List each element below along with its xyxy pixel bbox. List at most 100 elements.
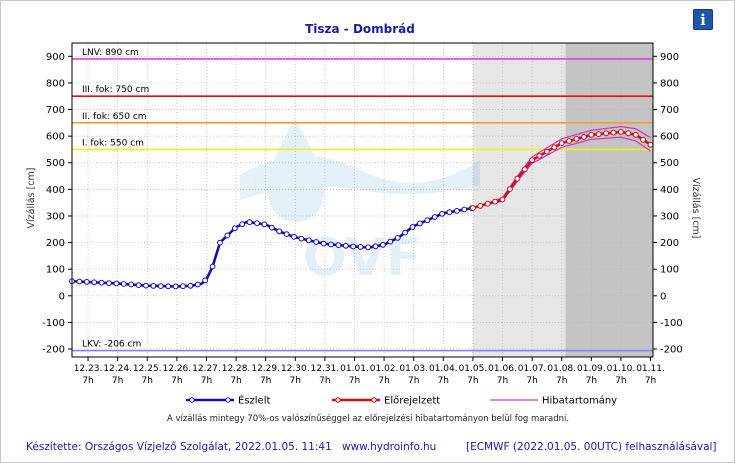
x-tick-label-time: 7h	[142, 376, 153, 386]
forecast-marker	[492, 198, 499, 205]
observed-marker	[165, 283, 172, 290]
legend-marker	[189, 397, 195, 403]
x-tick-label-time: 7h	[497, 376, 508, 386]
observed-marker	[320, 240, 327, 247]
x-tick-label-time: 7h	[319, 376, 330, 386]
observed-marker	[291, 233, 297, 240]
watermark-text: OVF	[303, 228, 422, 288]
observed-marker	[113, 280, 120, 287]
y-tick-label-right: 200	[660, 238, 679, 249]
x-tick-label-date: 01.07.	[518, 364, 547, 374]
forecast-marker	[588, 131, 595, 138]
x-tick-label-date: 01.04.	[429, 364, 458, 374]
forecast-marker	[595, 131, 602, 138]
info-button[interactable]: i	[693, 9, 713, 30]
observed-marker	[217, 239, 223, 246]
forecast-marker	[477, 203, 484, 209]
x-tick-label-date: 01.09.	[577, 364, 606, 374]
y-tick-label-left: 200	[46, 238, 65, 249]
observed-marker	[357, 244, 364, 250]
observed-marker	[298, 235, 305, 242]
y-axis-label-right: Vízállás [cm]	[690, 178, 701, 239]
observed-marker	[424, 217, 431, 224]
x-tick-label-date: 01.05.	[459, 364, 488, 374]
x-tick-label-date: 12.29.	[251, 364, 280, 374]
y-tick-label-left: 600	[46, 132, 65, 143]
x-tick-label-date: 12.28.	[222, 364, 251, 374]
forecast-marker	[581, 134, 587, 140]
observed-marker	[305, 237, 312, 244]
observed-marker	[335, 242, 342, 249]
legend-label: Hibatartomány	[542, 395, 617, 407]
forecast-marker	[514, 175, 521, 182]
x-tick-label-date: 01.10.	[607, 364, 636, 374]
x-tick-label-date: 12.31.	[311, 364, 340, 374]
observed-marker	[143, 282, 149, 289]
legend-label: Észlelt	[238, 394, 270, 407]
observed-marker	[76, 278, 83, 285]
y-tick-label-right: 400	[660, 185, 679, 196]
y-tick-label-left: -100	[42, 318, 65, 329]
x-tick-label-date: 01.03.	[399, 364, 428, 374]
y-tick-label-left: -200	[42, 345, 65, 356]
observed-marker	[350, 243, 357, 250]
observed-marker	[106, 280, 112, 287]
observed-marker	[342, 242, 349, 249]
x-tick-label-time: 7h	[290, 376, 301, 386]
observed-marker	[157, 283, 164, 290]
plot-frame	[71, 42, 654, 358]
x-tick-label-time: 7h	[260, 376, 271, 386]
observed-marker	[394, 235, 401, 241]
y-tick-label-left: 400	[46, 185, 65, 196]
forecast-marker	[625, 130, 632, 137]
x-tick-label-date: 01.11.	[636, 364, 665, 374]
x-tick-label-time: 7h	[201, 376, 212, 386]
y-tick-label-left: 500	[46, 158, 65, 169]
forecast-marker	[566, 138, 572, 144]
x-tick-label-time: 7h	[556, 376, 567, 386]
y-tick-label-right: 0	[660, 291, 666, 302]
threshold-label: I. fok: 550 cm	[82, 138, 144, 148]
x-tick-label-time: 7h	[586, 376, 597, 386]
y-tick-label-right: -200	[660, 345, 683, 356]
observed-marker	[268, 224, 275, 231]
legend-marker	[371, 397, 377, 403]
forecast-marker	[632, 131, 639, 138]
observed-marker	[231, 225, 238, 232]
x-tick-label-time: 7h	[171, 376, 182, 386]
footer-credit: Készítette: Országos Vízjelző Szolgálat,…	[26, 441, 332, 453]
forecast-zone-shading	[472, 43, 566, 357]
observed-marker	[446, 209, 453, 216]
threshold-label: III. fok: 750 cm	[82, 85, 149, 95]
observed-marker	[239, 221, 246, 228]
forecast-marker	[640, 136, 646, 143]
observed-marker	[187, 282, 194, 289]
observed-marker	[135, 282, 142, 289]
observed-marker	[202, 277, 209, 284]
forecast-marker	[603, 130, 609, 137]
y-tick-label-right: 100	[660, 265, 679, 276]
ecmwf-zone-shading	[565, 43, 653, 357]
threshold-label: LNV: 890 cm	[82, 48, 139, 58]
x-tick-label-time: 7h	[378, 376, 389, 386]
x-tick-label-time: 7h	[349, 376, 360, 386]
observed-marker	[261, 221, 268, 228]
forecast-note: A vízállás mintegy 70%-os valószínűségge…	[167, 413, 569, 424]
footer-site-link[interactable]: www.hydroinfo.hu	[342, 441, 437, 453]
observed-marker	[372, 243, 379, 250]
threshold-label: LKV: -206 cm	[82, 340, 141, 350]
observed-marker	[120, 281, 127, 287]
forecast-marker	[551, 144, 558, 151]
forecast-marker	[521, 166, 528, 173]
observed-marker	[194, 281, 201, 288]
forecast-marker	[507, 186, 513, 193]
observed-marker	[283, 231, 290, 238]
observed-marker	[246, 219, 253, 226]
observed-marker	[91, 279, 98, 286]
forecast-marker	[647, 141, 654, 148]
y-tick-label-left: 0	[59, 291, 65, 302]
x-tick-label-date: 12.24.	[103, 364, 132, 374]
observed-marker	[380, 242, 386, 248]
y-axis-label-left: Vízállás [cm]	[26, 168, 37, 229]
